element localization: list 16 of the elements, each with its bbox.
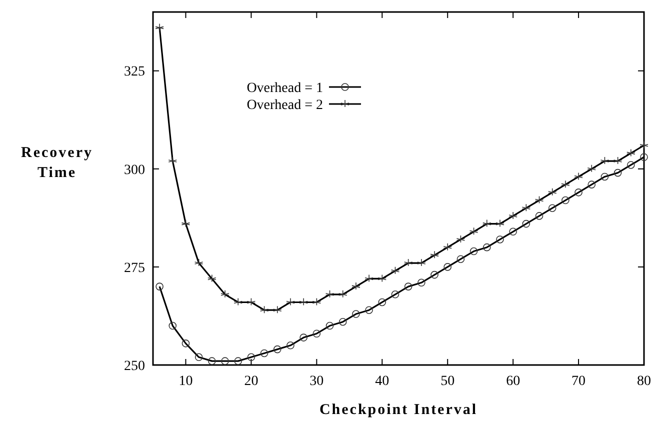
legend-label: Overhead = 1: [246, 80, 323, 96]
x-tick-label: 20: [244, 374, 258, 389]
y-tick-label: 325: [124, 64, 145, 80]
y-tick-label: 250: [124, 358, 145, 374]
x-tick-label: 50: [440, 374, 455, 389]
legend-label: Overhead = 2: [246, 98, 323, 113]
x-tick-label: 30: [310, 374, 324, 389]
x-tick-label: 60: [506, 374, 520, 389]
y-tick-label: 300: [124, 162, 145, 178]
x-tick-label: 80: [637, 374, 651, 389]
x-axis-title: Checkpoint Interval: [319, 402, 478, 418]
x-tick-label: 10: [178, 374, 193, 389]
x-tick-label: 40: [375, 374, 390, 389]
y-tick-label: 275: [124, 260, 145, 276]
y-axis-title: Recovery Time: [21, 144, 93, 181]
x-tick-label: 70: [572, 374, 586, 389]
